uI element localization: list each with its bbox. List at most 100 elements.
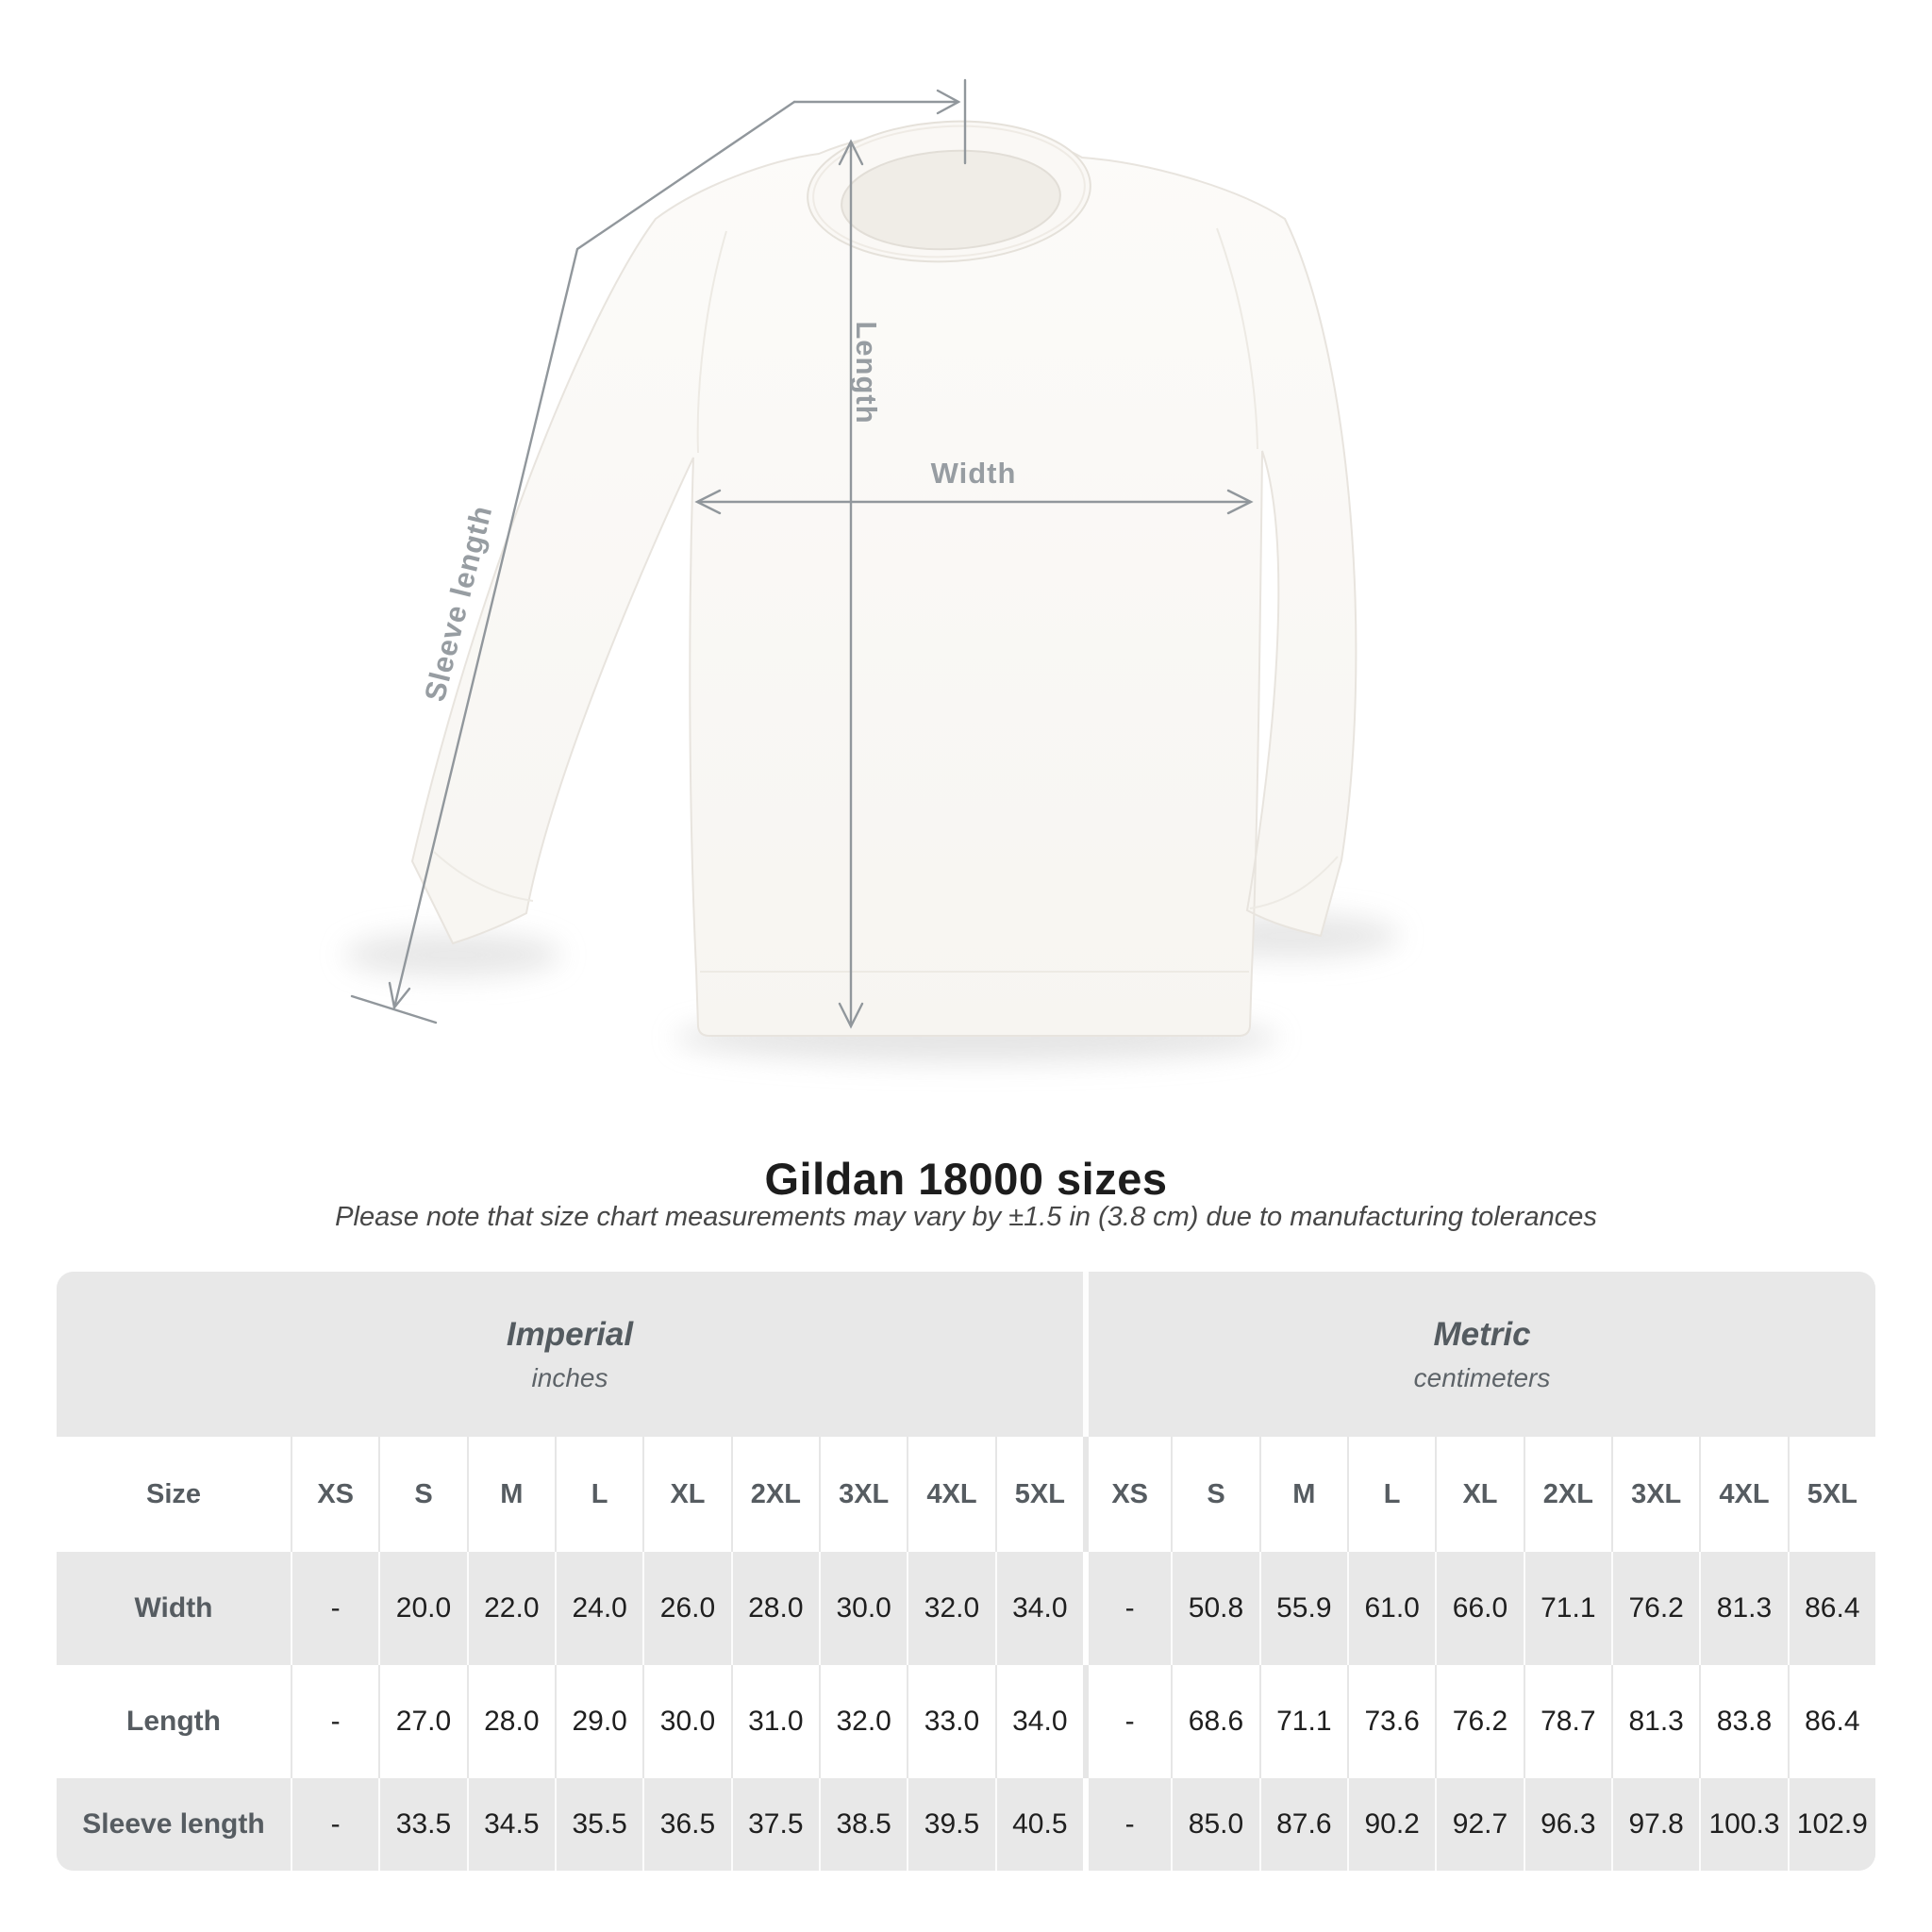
- size-column-header: Size: [57, 1437, 291, 1552]
- metric-size-header: S: [1171, 1437, 1259, 1552]
- width-metric-value: -: [1083, 1552, 1172, 1665]
- imperial-section-header: Imperial inches: [57, 1272, 1083, 1437]
- width-metric-value: 55.9: [1258, 1552, 1347, 1665]
- length-imperial-value: 31.0: [730, 1665, 819, 1778]
- imperial-unit: inches: [531, 1362, 608, 1392]
- width-arrow-right: [1226, 489, 1254, 515]
- sleeve-metric-value: 97.8: [1611, 1778, 1700, 1871]
- imperial-size-header: XS: [291, 1437, 379, 1552]
- sleeve-metric-value: 90.2: [1347, 1778, 1436, 1871]
- length-metric-value: 71.1: [1258, 1665, 1347, 1778]
- width-imperial-value: 32.0: [907, 1552, 995, 1665]
- width-imperial-value: 24.0: [555, 1552, 643, 1665]
- metric-section-header: Metric centimeters: [1083, 1272, 1875, 1437]
- length-arrow-top: [838, 139, 864, 166]
- width-imperial-value: 28.0: [730, 1552, 819, 1665]
- imperial-size-header: 5XL: [994, 1437, 1083, 1552]
- top-arrow-right: [936, 89, 961, 115]
- measurement-lines: [350, 78, 1254, 1029]
- width-metric-value: 61.0: [1347, 1552, 1436, 1665]
- width-imperial-value: 30.0: [819, 1552, 908, 1665]
- width-imperial-value: 20.0: [378, 1552, 467, 1665]
- length-metric-value: 76.2: [1435, 1665, 1524, 1778]
- sweatshirt-measurement-diagram: Length Width Sleeve length: [344, 78, 1399, 1062]
- width-imperial-value: -: [291, 1552, 379, 1665]
- row-label-sleeve-length: Sleeve length: [57, 1778, 291, 1871]
- width-metric-value: 81.3: [1699, 1552, 1788, 1665]
- tolerance-note: Please note that size chart measurements…: [335, 1202, 1597, 1232]
- width-metric-value: 50.8: [1171, 1552, 1259, 1665]
- imperial-size-header: 3XL: [819, 1437, 908, 1552]
- metric-unit: centimeters: [1413, 1362, 1551, 1392]
- length-imperial-value: 29.0: [555, 1665, 643, 1778]
- width-imperial-value: 22.0: [466, 1552, 555, 1665]
- length-arrow-bottom: [838, 1002, 864, 1029]
- sleeve-metric-value: 100.3: [1699, 1778, 1788, 1871]
- width-label: Width: [931, 457, 1017, 490]
- length-imperial-value: 30.0: [642, 1665, 731, 1778]
- length-metric-value: 73.6: [1347, 1665, 1436, 1778]
- row-label-length: Length: [57, 1665, 291, 1778]
- imperial-size-header: 2XL: [730, 1437, 819, 1552]
- sleeve-imperial-value: -: [291, 1778, 379, 1871]
- metric-size-header: 2XL: [1523, 1437, 1611, 1552]
- sleeve-imperial-value: 40.5: [994, 1778, 1083, 1871]
- sleeve-imperial-value: 39.5: [907, 1778, 995, 1871]
- sleeve-length-line: [392, 100, 796, 1009]
- imperial-size-header: L: [555, 1437, 643, 1552]
- sleeve-metric-value: 102.9: [1787, 1778, 1875, 1871]
- length-imperial-value: 28.0: [466, 1665, 555, 1778]
- sleeve-metric-value: -: [1083, 1778, 1172, 1871]
- length-imperial-value: -: [291, 1665, 379, 1778]
- sleeve-imperial-value: 34.5: [466, 1778, 555, 1871]
- length-metric-value: 68.6: [1171, 1665, 1259, 1778]
- metric-size-header: 3XL: [1611, 1437, 1700, 1552]
- width-metric-value: 66.0: [1435, 1552, 1524, 1665]
- row-label-width: Width: [57, 1552, 291, 1665]
- metric-size-header: XS: [1083, 1437, 1172, 1552]
- imperial-size-header: XL: [642, 1437, 731, 1552]
- imperial-size-header: S: [378, 1437, 467, 1552]
- length-metric-value: 81.3: [1611, 1665, 1700, 1778]
- length-metric-value: 83.8: [1699, 1665, 1788, 1778]
- sleeve-imperial-value: 35.5: [555, 1778, 643, 1871]
- collar: [807, 120, 1091, 263]
- sleeve-metric-value: 92.7: [1435, 1778, 1524, 1871]
- page-title: Gildan 18000 sizes: [764, 1154, 1168, 1204]
- sleeve-imperial-value: 36.5: [642, 1778, 731, 1871]
- imperial-size-header: 4XL: [907, 1437, 995, 1552]
- length-imperial-value: 32.0: [819, 1665, 908, 1778]
- metric-size-header: L: [1347, 1437, 1436, 1552]
- sweatshirt-body: [410, 128, 1357, 1037]
- width-arrow-left: [694, 489, 722, 515]
- metric-size-header: XL: [1435, 1437, 1524, 1552]
- sleeve-metric-value: 85.0: [1171, 1778, 1259, 1871]
- sleeve-arrow: [388, 981, 411, 1010]
- imperial-title: Imperial: [506, 1315, 634, 1353]
- sleeve-imperial-value: 38.5: [819, 1778, 908, 1871]
- length-label: Length: [850, 321, 883, 424]
- sleeve-imperial-value: 33.5: [378, 1778, 467, 1871]
- sleeve-imperial-value: 37.5: [730, 1778, 819, 1871]
- imperial-size-header: M: [466, 1437, 555, 1552]
- sleeve-end-tick: [350, 994, 438, 1024]
- length-metric-value: 78.7: [1523, 1665, 1611, 1778]
- length-imperial-value: 34.0: [994, 1665, 1083, 1778]
- metric-size-header: M: [1258, 1437, 1347, 1552]
- width-metric-value: 76.2: [1611, 1552, 1700, 1665]
- metric-size-header: 4XL: [1699, 1437, 1788, 1552]
- width-imperial-value: 34.0: [994, 1552, 1083, 1665]
- size-table: Imperial inches Metric centimeters Size …: [57, 1272, 1875, 1871]
- length-metric-value: 86.4: [1787, 1665, 1875, 1778]
- length-imperial-value: 27.0: [378, 1665, 467, 1778]
- length-metric-value: -: [1083, 1665, 1172, 1778]
- sleeve-metric-value: 96.3: [1523, 1778, 1611, 1871]
- length-imperial-value: 33.0: [907, 1665, 995, 1778]
- width-metric-value: 86.4: [1787, 1552, 1875, 1665]
- width-imperial-value: 26.0: [642, 1552, 731, 1665]
- metric-title: Metric: [1433, 1315, 1531, 1353]
- sleeve-metric-value: 87.6: [1258, 1778, 1347, 1871]
- width-metric-value: 71.1: [1523, 1552, 1611, 1665]
- garment-seams: [433, 227, 1339, 973]
